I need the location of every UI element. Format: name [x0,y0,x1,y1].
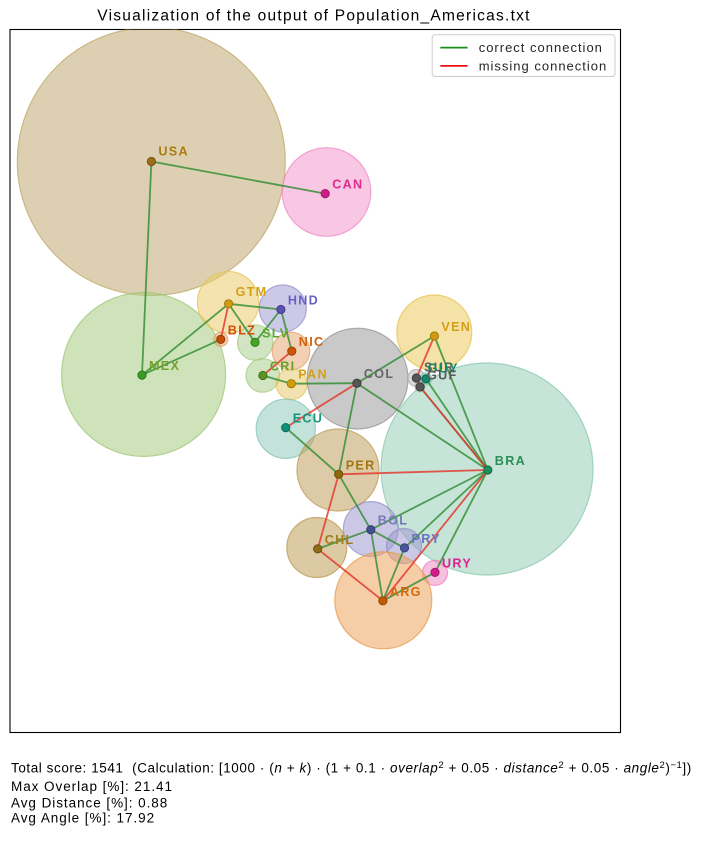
svg-text:CRI: CRI [270,360,296,374]
svg-text:GUF: GUF [427,368,457,382]
svg-text:CAN: CAN [332,178,363,192]
svg-text:MEX: MEX [149,359,180,373]
svg-text:Max Overlap [%]: 21.41: Max Overlap [%]: 21.41 [11,779,173,794]
svg-text:ARG: ARG [390,585,422,599]
svg-text:PAN: PAN [298,368,328,382]
svg-text:PRY: PRY [412,532,441,546]
svg-text:Avg Distance [%]: 0.88: Avg Distance [%]: 0.88 [11,796,168,811]
svg-text:SUR: SUR [424,360,455,374]
svg-text:Total score: 1541 (Calculatio: Total score: 1541 (Calculation: [1000 · … [11,760,692,776]
svg-text:GUY: GUY [428,362,459,376]
svg-text:USA: USA [158,145,189,159]
svg-text:GTM: GTM [236,285,268,299]
svg-text:COL: COL [364,367,394,381]
svg-text:correct connection: correct connection [479,40,603,55]
svg-text:URY: URY [442,556,472,570]
svg-text:CHL: CHL [325,533,355,547]
svg-text:Avg Angle [%]: 17.92: Avg Angle [%]: 17.92 [11,811,155,826]
svg-text:ECU: ECU [293,412,324,426]
svg-text:BRA: BRA [495,454,526,468]
svg-text:PER: PER [346,458,376,472]
svg-text:Visualization of the output of: Visualization of the output of Populatio… [97,8,530,25]
svg-text:BLZ: BLZ [228,323,256,337]
svg-text:BOL: BOL [378,514,408,528]
svg-text:missing connection: missing connection [479,58,608,73]
svg-text:HND: HND [288,294,319,308]
svg-text:NIC: NIC [299,335,325,349]
svg-text:SLV: SLV [262,326,289,340]
svg-text:VEN: VEN [441,320,471,334]
